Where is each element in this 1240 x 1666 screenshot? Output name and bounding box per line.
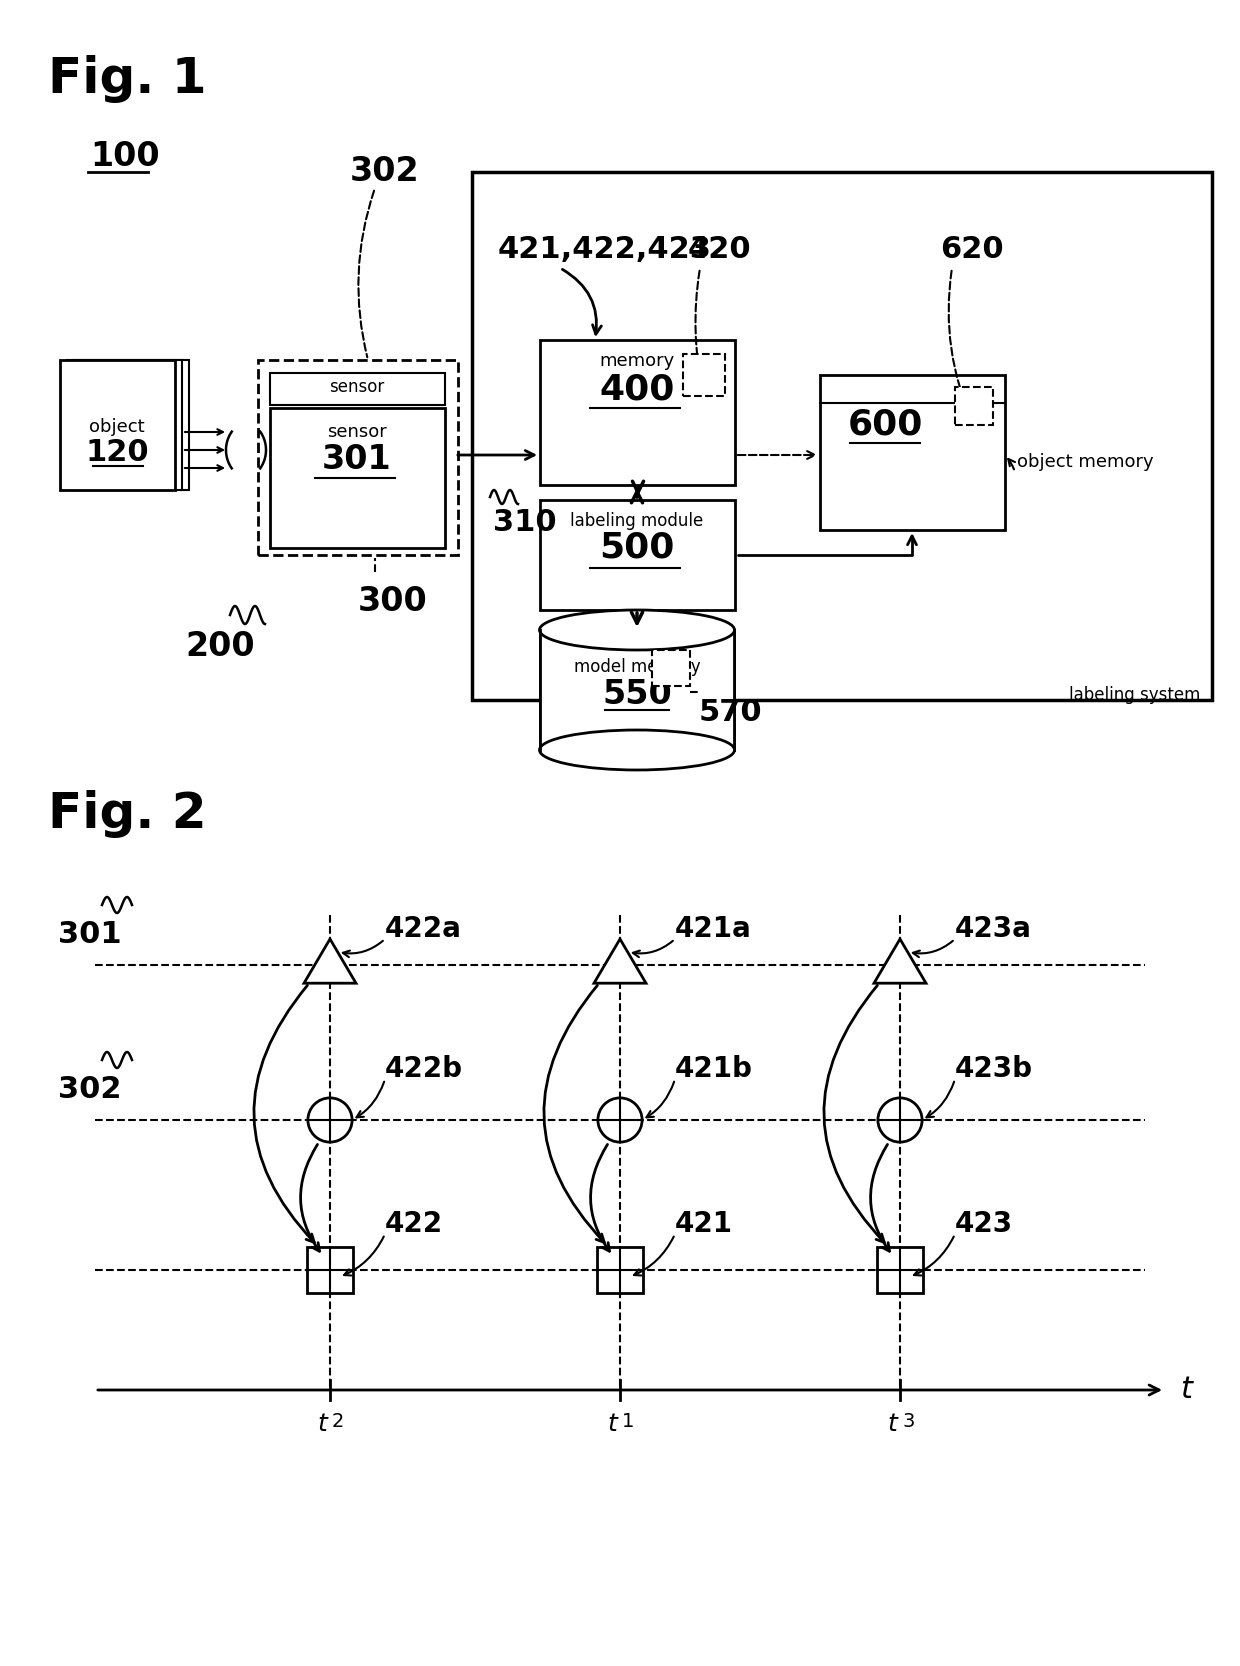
FancyBboxPatch shape [74,360,188,490]
Text: 421,422,423: 421,422,423 [498,235,712,263]
Text: 570: 570 [699,698,763,726]
FancyBboxPatch shape [539,630,735,750]
Text: sensor: sensor [327,423,387,441]
FancyBboxPatch shape [270,373,445,405]
Text: 302: 302 [58,1075,122,1105]
Text: 3: 3 [901,1413,914,1431]
FancyBboxPatch shape [258,360,458,555]
FancyBboxPatch shape [683,353,725,397]
Text: t: t [608,1413,618,1436]
Text: sensor: sensor [330,378,384,397]
Text: 1: 1 [622,1413,635,1431]
Text: t: t [1180,1376,1192,1404]
Polygon shape [304,940,356,983]
Text: 422b: 422b [384,1055,463,1083]
Text: 421: 421 [675,1210,733,1238]
Text: 200: 200 [185,630,254,663]
Text: object memory: object memory [1017,453,1153,471]
FancyBboxPatch shape [955,387,993,425]
Text: 423a: 423a [955,915,1032,943]
FancyBboxPatch shape [67,360,182,490]
Text: object: object [89,418,145,436]
FancyBboxPatch shape [820,375,1004,530]
Circle shape [878,1098,923,1143]
Text: 421a: 421a [675,915,751,943]
Text: 421b: 421b [675,1055,753,1083]
Text: 301: 301 [58,920,122,950]
Text: labeling module: labeling module [570,511,703,530]
Text: 300: 300 [358,585,428,618]
Text: 420: 420 [688,235,751,263]
Text: Fig. 2: Fig. 2 [48,790,207,838]
FancyBboxPatch shape [877,1246,924,1293]
FancyBboxPatch shape [60,360,175,490]
FancyBboxPatch shape [652,650,689,686]
Text: 120: 120 [86,438,149,466]
FancyBboxPatch shape [306,1246,353,1293]
Text: 422: 422 [384,1210,443,1238]
FancyBboxPatch shape [539,340,735,485]
Text: memory: memory [599,352,675,370]
Text: 310: 310 [494,508,557,536]
Circle shape [598,1098,642,1143]
Text: 600: 600 [847,407,923,441]
Text: model memory: model memory [574,658,701,676]
Text: 423b: 423b [955,1055,1033,1083]
Circle shape [308,1098,352,1143]
Text: 2: 2 [332,1413,345,1431]
Text: 550: 550 [603,678,672,711]
FancyBboxPatch shape [539,500,735,610]
Polygon shape [874,940,926,983]
FancyBboxPatch shape [270,408,445,548]
Ellipse shape [539,610,734,650]
Text: 422a: 422a [384,915,461,943]
Ellipse shape [539,730,734,770]
Text: 301: 301 [322,443,392,476]
FancyBboxPatch shape [596,1246,644,1293]
Text: 400: 400 [599,372,675,407]
FancyBboxPatch shape [472,172,1211,700]
Polygon shape [594,940,646,983]
Text: 302: 302 [350,155,419,188]
Text: t: t [888,1413,897,1436]
Text: 423: 423 [955,1210,1013,1238]
Text: Fig. 1: Fig. 1 [48,55,207,103]
Text: 500: 500 [599,530,675,565]
Text: labeling system: labeling system [1069,686,1200,705]
Text: 620: 620 [940,235,1003,263]
Text: 100: 100 [91,140,160,173]
Text: t: t [317,1413,327,1436]
